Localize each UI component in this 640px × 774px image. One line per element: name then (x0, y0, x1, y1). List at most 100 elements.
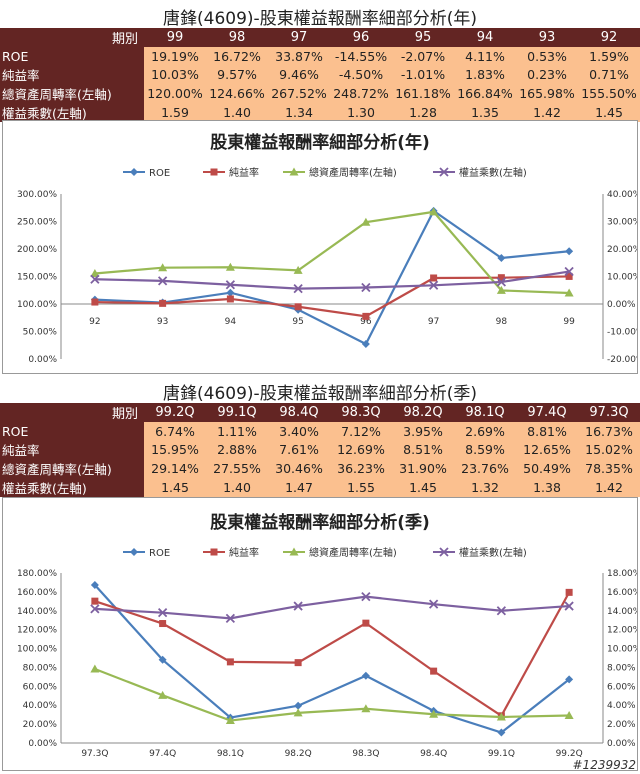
table-cell: -2.07% (392, 47, 454, 65)
data-point (225, 280, 236, 290)
left-axis-tick: 200.00% (17, 245, 57, 255)
table-cell: 23.76% (454, 459, 516, 478)
data-point (293, 283, 303, 294)
table-cell: 248.72% (330, 84, 392, 103)
left-axis-tick: 160.00% (17, 588, 57, 598)
category-label: 94 (225, 317, 237, 327)
category-label: 98 (496, 317, 508, 327)
table-cell: 1.40 (206, 478, 268, 497)
data-point (158, 690, 168, 699)
period-header: 98.2Q (392, 403, 454, 422)
left-axis-tick: 100.00% (17, 300, 57, 310)
chart-title: 股東權益報酬率細部分析(年) (210, 132, 430, 153)
table-cell: 19.19% (144, 47, 206, 65)
data-point (90, 580, 99, 589)
data-point (496, 285, 506, 294)
table-row: 權益乘數(左軸) 1.59 1.40 1.34 1.30 1.28 1.35 1.42 1.45 (0, 103, 640, 122)
table-cell: 1.38 (516, 478, 578, 497)
table-row: 純益率 10.03% 9.57% 9.46% -4.50% -1.01% 1.83% 0.23… (0, 65, 640, 84)
data-point (428, 599, 439, 609)
category-label: 99.1Q (488, 749, 515, 759)
data-point (90, 664, 100, 673)
table-cell: 1.45 (392, 478, 454, 497)
data-point (293, 708, 303, 717)
category-label: 97.3Q (81, 749, 108, 759)
table-cell: 120.00% (144, 84, 206, 103)
table-cell: 7.61% (268, 440, 330, 459)
legend-marker (210, 548, 218, 556)
period-header: 99.1Q (206, 403, 268, 422)
data-point (430, 274, 438, 282)
period-header: 97 (268, 28, 330, 47)
data-point (497, 274, 505, 282)
table-cell: 2.69% (454, 422, 516, 440)
data-point (159, 620, 167, 628)
data-point (226, 288, 235, 297)
data-point (90, 604, 100, 614)
data-point (565, 675, 574, 684)
right-axis-tick: 2.00% (607, 720, 636, 730)
table-cell: 1.59 (144, 103, 206, 122)
table-cell: 8.51% (392, 440, 454, 459)
table-cell: 1.47 (268, 478, 330, 497)
table-cell: 1.45 (578, 103, 640, 122)
data-point (361, 671, 370, 680)
data-point (91, 597, 99, 605)
table-cell: 30.46% (268, 459, 330, 478)
table-cell: 1.40 (206, 103, 268, 122)
right-axis-tick: -20.00% (607, 355, 637, 365)
period-header: 95 (392, 28, 454, 47)
legend-item: 權益乘數(左軸) (433, 166, 527, 179)
right-axis-tick: 14.00% (607, 607, 637, 617)
table-cell: 1.55 (330, 478, 392, 497)
period-header: 97.4Q (516, 403, 578, 422)
right-axis-tick: 8.00% (607, 663, 636, 673)
data-point (90, 274, 100, 284)
left-axis-tick: 120.00% (17, 626, 57, 636)
table-row: 權益乘數(左軸) 1.45 1.40 1.47 1.55 1.45 1.32 1.38 1.42 (0, 478, 640, 497)
table-cell: -14.55% (330, 47, 392, 65)
data-point (294, 659, 302, 667)
data-point (158, 263, 168, 272)
table-cell: 166.84% (454, 84, 516, 103)
data-point (157, 608, 168, 618)
legend-label: 總資產周轉率(左軸) (309, 546, 397, 559)
data-point (497, 728, 506, 737)
category-label: 99.2Q (556, 749, 583, 759)
right-axis-tick: 10.00% (607, 645, 637, 655)
legend-label: ROE (149, 548, 170, 559)
left-axis-tick: 100.00% (17, 645, 57, 655)
table-cell: 33.87% (268, 47, 330, 65)
row-label: ROE (0, 422, 144, 440)
category-label: 98.4Q (420, 749, 447, 759)
data-point (225, 716, 235, 725)
category-label: 99 (563, 317, 575, 327)
left-axis-tick: 250.00% (17, 218, 57, 228)
table-cell: 27.55% (206, 459, 268, 478)
row-label: ROE (0, 47, 144, 65)
legend-label: 權益乘數(左軸) (459, 546, 527, 559)
category-label: 97.4Q (149, 749, 176, 759)
annual-table: 期別 99 98 97 96 95 94 93 92 ROE 19.19% 16.72% 33.87% -… (0, 28, 640, 122)
table-cell: 1.11% (206, 422, 268, 440)
period-header: 98.3Q (330, 403, 392, 422)
table-cell: 124.66% (206, 84, 268, 103)
table-cell: 1.32 (454, 478, 516, 497)
right-axis-tick: 40.00% (607, 190, 637, 200)
right-axis-tick: -10.00% (607, 328, 637, 338)
table-cell: 7.12% (330, 422, 392, 440)
legend-marker (130, 168, 138, 176)
data-point (361, 217, 371, 226)
left-axis-tick: 60.00% (23, 682, 58, 692)
quarterly-chart: 股東權益報酬率細部分析(季) ROE 純益率 總資產周轉率(左軸) 權益乘數(左軸) 0.… (2, 497, 638, 771)
row-label: 權益乘數(左軸) (0, 103, 144, 122)
category-label: 95 (292, 317, 303, 327)
chart-title: 股東權益報酬率細部分析(季) (210, 512, 430, 533)
quarterly-table-title: 唐鋒(4609)-股東權益報酬率細部分析(季) (163, 384, 477, 404)
right-axis-tick: 10.00% (607, 273, 637, 283)
category-label: 98.1Q (217, 749, 244, 759)
data-point (159, 299, 167, 307)
data-point (565, 247, 574, 256)
table-cell: 0.53% (516, 47, 578, 65)
period-label: 期別 (0, 28, 144, 47)
